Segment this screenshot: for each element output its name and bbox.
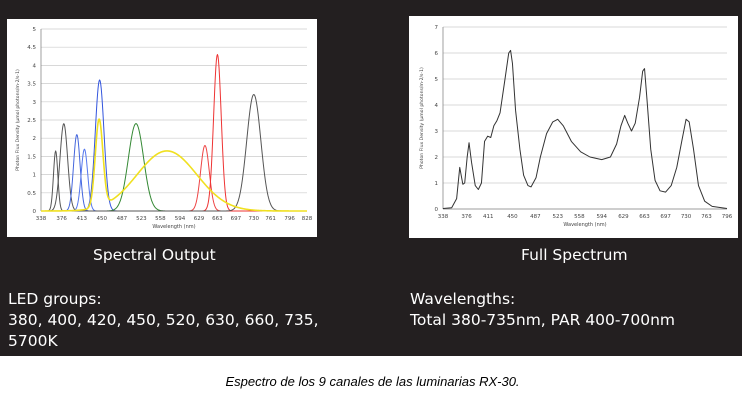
x-tick-label: 487: [117, 216, 128, 222]
y-tick-label: 1: [435, 181, 439, 187]
x-tick-label: 730: [249, 216, 260, 222]
spectral-output-title: Spectral Output: [93, 246, 216, 264]
y-tick-label: 2: [435, 155, 439, 161]
y-tick-label: 2: [33, 136, 37, 142]
x-tick-label: 376: [56, 216, 67, 222]
led-groups-heading: LED groups:: [8, 290, 102, 308]
y-tick-label: 2.5: [27, 118, 36, 124]
y-tick-label: 5: [435, 77, 439, 83]
x-tick-label: 558: [155, 216, 166, 222]
y-tick-label: 0.5: [27, 191, 36, 197]
x-tick-label: 629: [618, 214, 629, 220]
y-tick-label: 1: [33, 173, 37, 179]
led-groups-line-1: 380, 400, 420, 450, 520, 630, 660, 735,: [8, 311, 319, 329]
x-tick-label: 450: [97, 216, 108, 222]
spectral-output-svg: 0 0.5 1 1.5 2 2.5 3 3.5 4 4.5 5 338 376 413 450 487 523 5…: [15, 27, 313, 230]
full-spectrum-title: Full Spectrum: [521, 246, 628, 264]
wavelengths-line-1: Total 380-735nm, PAR 400-700nm: [410, 311, 676, 329]
series-line-9: [41, 94, 307, 212]
y-axis-label: Photon Flux Density (µmol photons/m-2/s-…: [419, 67, 425, 169]
x-tick-label: 796: [722, 214, 733, 220]
x-tick-label: 629: [194, 216, 205, 222]
y-tick-label: 3: [33, 100, 37, 106]
series-line-1: [442, 49, 728, 209]
x-tick-label: 411: [483, 214, 494, 220]
led-groups-line-2: 5700K: [8, 332, 58, 350]
series-line-10: [40, 118, 308, 212]
y-tick-label: 5: [33, 27, 37, 33]
x-axis-label: Wavelength (nm): [152, 224, 195, 230]
series-line-2: [41, 123, 307, 212]
spectral-output-chart: 0 0.5 1 1.5 2 2.5 3 3.5 4 4.5 5 338 376 413 450 487 523 5…: [7, 19, 317, 237]
figure-caption: Espectro de los 9 canales de las luminar…: [225, 374, 520, 389]
y-tick-label: 0: [33, 209, 37, 215]
y-tick-label: 6: [435, 51, 439, 57]
full-spectrum-svg: 0 1 2 3 4 5 6 7 338 376 411 450 487 523 558 594 629 663 69…: [419, 25, 733, 228]
x-tick-label: 594: [596, 214, 607, 220]
series-line-4: [41, 148, 307, 212]
y-tick-label: 1.5: [27, 154, 36, 160]
full-spectrum-chart: 0 1 2 3 4 5 6 7 338 376 411 450 487 523 558 594 629 663 69…: [409, 16, 738, 238]
x-tick-label: 523: [552, 214, 563, 220]
x-tick-label: 558: [574, 214, 585, 220]
x-tick-label: 523: [136, 216, 147, 222]
x-tick-label: 413: [76, 216, 87, 222]
x-axis-label: Wavelength (nm): [563, 222, 606, 228]
x-tick-label: 594: [175, 216, 186, 222]
x-tick-label: 697: [660, 214, 671, 220]
x-tick-label: 663: [212, 216, 223, 222]
led-groups-block: LED groups: 380, 400, 420, 450, 520, 630…: [8, 289, 388, 352]
x-tick-label: 763: [701, 214, 712, 220]
y-axis-label: Photon Flux Density (µmol photons/m-2/s-…: [15, 69, 21, 171]
y-tick-label: 3: [435, 129, 439, 135]
x-tick-label: 376: [461, 214, 472, 220]
x-tick-label: 338: [36, 216, 47, 222]
x-tick-label: 450: [507, 214, 518, 220]
spectrum-panel: 0 0.5 1 1.5 2 2.5 3 3.5 4 4.5 5 338 376 413 450 487 523 5…: [0, 0, 742, 356]
wavelengths-block: Wavelengths: Total 380-735nm, PAR 400-70…: [410, 289, 740, 331]
y-tick-label: 4: [33, 63, 37, 69]
x-tick-label: 761: [265, 216, 276, 222]
x-tick-label: 796: [284, 216, 295, 222]
wavelengths-heading: Wavelengths:: [410, 290, 516, 308]
y-tick-label: 4: [435, 103, 439, 109]
x-tick-label: 338: [438, 214, 449, 220]
x-tick-label: 663: [639, 214, 650, 220]
x-tick-label: 697: [231, 216, 242, 222]
series-line-8: [41, 53, 307, 212]
series-line-6: [41, 123, 307, 212]
x-tick-label: 487: [530, 214, 541, 220]
x-tick-label: 828: [302, 216, 313, 222]
y-tick-label: 0: [435, 207, 439, 213]
x-tick-label: 730: [681, 214, 692, 220]
y-tick-label: 3.5: [27, 82, 36, 88]
y-tick-label: 7: [435, 25, 439, 31]
y-tick-label: 4.5: [27, 45, 36, 51]
